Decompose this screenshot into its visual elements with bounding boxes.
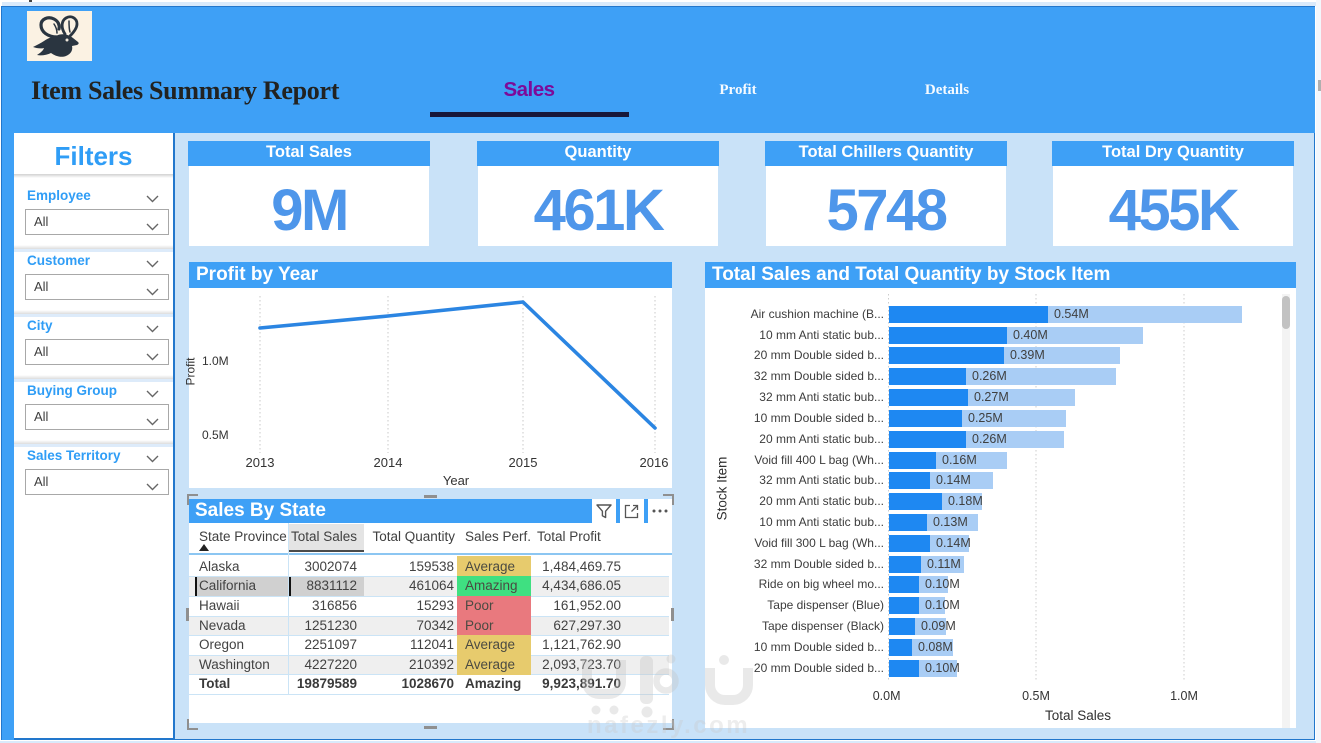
svg-text:nafezly.com: nafezly.com bbox=[587, 712, 750, 739]
